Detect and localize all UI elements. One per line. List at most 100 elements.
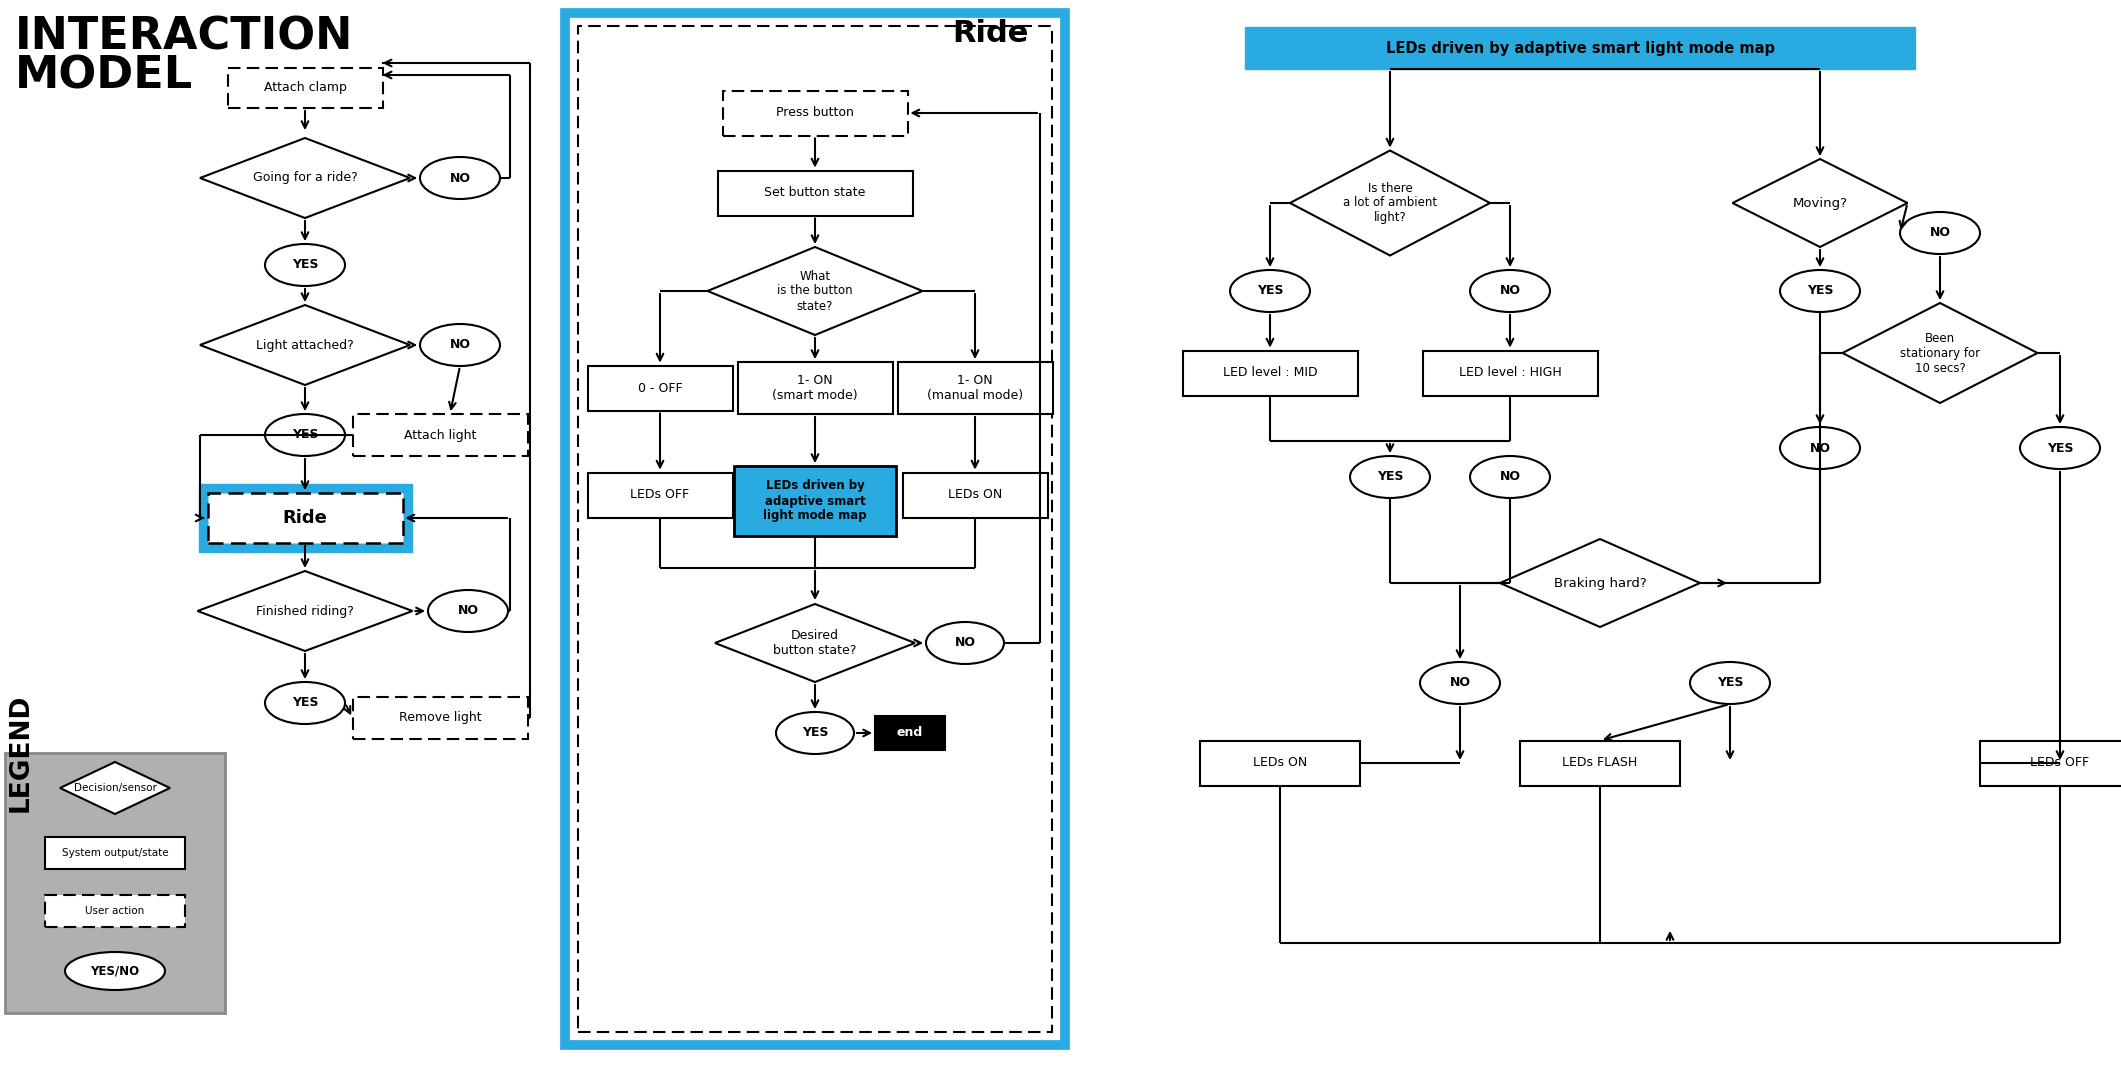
Text: Light attached?: Light attached? [257, 338, 354, 352]
Text: NO: NO [450, 338, 471, 352]
FancyBboxPatch shape [588, 472, 732, 517]
FancyBboxPatch shape [45, 837, 185, 869]
Polygon shape [1290, 150, 1489, 255]
FancyBboxPatch shape [564, 13, 1065, 1045]
FancyBboxPatch shape [734, 466, 895, 536]
Text: YES/NO: YES/NO [91, 965, 140, 978]
Ellipse shape [265, 414, 346, 456]
Text: YES: YES [802, 726, 827, 739]
Text: NO: NO [1500, 284, 1521, 297]
Polygon shape [1500, 539, 1701, 627]
Ellipse shape [428, 590, 509, 632]
Ellipse shape [1470, 270, 1550, 312]
Polygon shape [199, 138, 409, 218]
Text: System output/state: System output/state [62, 848, 168, 858]
Ellipse shape [776, 712, 855, 754]
Text: NO: NO [1930, 226, 1951, 239]
Ellipse shape [2019, 427, 2100, 469]
FancyBboxPatch shape [4, 753, 225, 1013]
Text: 0 - OFF: 0 - OFF [638, 382, 683, 395]
FancyBboxPatch shape [1245, 27, 1915, 69]
FancyBboxPatch shape [897, 362, 1052, 414]
Text: YES: YES [293, 428, 318, 441]
Text: Attach light: Attach light [403, 428, 477, 441]
Text: YES: YES [293, 696, 318, 709]
Text: NO: NO [1809, 441, 1830, 455]
Text: LEGEND: LEGEND [8, 694, 34, 812]
Ellipse shape [1419, 662, 1500, 704]
FancyBboxPatch shape [588, 366, 732, 411]
FancyBboxPatch shape [717, 171, 912, 216]
Text: What
is the button
state?: What is the button state? [776, 269, 853, 312]
Polygon shape [1733, 159, 1907, 247]
Polygon shape [199, 305, 409, 385]
Text: LEDs driven by adaptive smart light mode map: LEDs driven by adaptive smart light mode… [1385, 41, 1775, 56]
Polygon shape [197, 571, 411, 651]
Text: Going for a ride?: Going for a ride? [252, 172, 356, 185]
FancyBboxPatch shape [45, 895, 185, 927]
Text: Ride: Ride [282, 509, 327, 527]
Text: LEDs OFF: LEDs OFF [2030, 756, 2089, 769]
Ellipse shape [1900, 212, 1981, 254]
Text: LED level : MID: LED level : MID [1222, 367, 1317, 380]
Ellipse shape [927, 622, 1003, 664]
Text: YES: YES [1716, 676, 1743, 690]
Text: YES: YES [1377, 470, 1404, 484]
Text: YES: YES [1258, 284, 1283, 297]
Text: INTERACTION
MODEL: INTERACTION MODEL [15, 15, 354, 98]
Text: Moving?: Moving? [1792, 196, 1847, 209]
Text: Decision/sensor: Decision/sensor [74, 783, 157, 793]
Text: NO: NO [450, 172, 471, 185]
FancyBboxPatch shape [352, 697, 528, 739]
Text: User action: User action [85, 906, 144, 916]
Text: Ride: Ride [952, 18, 1029, 47]
FancyBboxPatch shape [579, 26, 1052, 1032]
Ellipse shape [1230, 270, 1311, 312]
FancyBboxPatch shape [876, 716, 946, 750]
Polygon shape [59, 762, 170, 814]
Text: Press button: Press button [776, 106, 855, 119]
FancyBboxPatch shape [208, 493, 403, 543]
FancyBboxPatch shape [738, 362, 893, 414]
Polygon shape [1843, 303, 2038, 403]
Text: LEDs ON: LEDs ON [948, 488, 1001, 501]
Text: end: end [897, 726, 923, 739]
Ellipse shape [420, 157, 501, 199]
Text: NO: NO [458, 604, 479, 617]
Text: YES: YES [293, 259, 318, 271]
Ellipse shape [1690, 662, 1771, 704]
Text: Desired
button state?: Desired button state? [774, 629, 857, 657]
Text: LEDs OFF: LEDs OFF [630, 488, 689, 501]
FancyBboxPatch shape [199, 484, 411, 552]
Text: YES: YES [2047, 441, 2072, 455]
Text: LEDs driven by
adaptive smart
light mode map: LEDs driven by adaptive smart light mode… [764, 480, 867, 523]
Ellipse shape [420, 324, 501, 366]
FancyBboxPatch shape [1423, 351, 1597, 396]
Text: LEDs ON: LEDs ON [1254, 756, 1307, 769]
Text: LEDs FLASH: LEDs FLASH [1563, 756, 1637, 769]
Text: 1- ON
(manual mode): 1- ON (manual mode) [927, 374, 1022, 402]
Ellipse shape [1470, 456, 1550, 498]
Text: Been
stationary for
10 secs?: Been stationary for 10 secs? [1900, 332, 1981, 374]
Ellipse shape [1780, 270, 1860, 312]
Ellipse shape [1349, 456, 1430, 498]
Ellipse shape [1780, 427, 1860, 469]
Text: YES: YES [1807, 284, 1833, 297]
Text: Finished riding?: Finished riding? [257, 604, 354, 617]
Polygon shape [715, 604, 914, 682]
FancyBboxPatch shape [904, 472, 1048, 517]
Text: Remove light: Remove light [399, 711, 481, 724]
FancyBboxPatch shape [352, 414, 528, 456]
Text: NO: NO [1449, 676, 1470, 690]
Text: NO: NO [1500, 470, 1521, 484]
FancyBboxPatch shape [1521, 740, 1680, 785]
Ellipse shape [265, 244, 346, 286]
Polygon shape [708, 247, 923, 335]
Ellipse shape [66, 952, 165, 990]
FancyBboxPatch shape [1184, 351, 1357, 396]
Text: Braking hard?: Braking hard? [1553, 576, 1646, 589]
FancyBboxPatch shape [227, 68, 382, 108]
FancyBboxPatch shape [723, 90, 908, 135]
Text: Attach clamp: Attach clamp [263, 82, 346, 94]
Text: NO: NO [954, 636, 976, 649]
